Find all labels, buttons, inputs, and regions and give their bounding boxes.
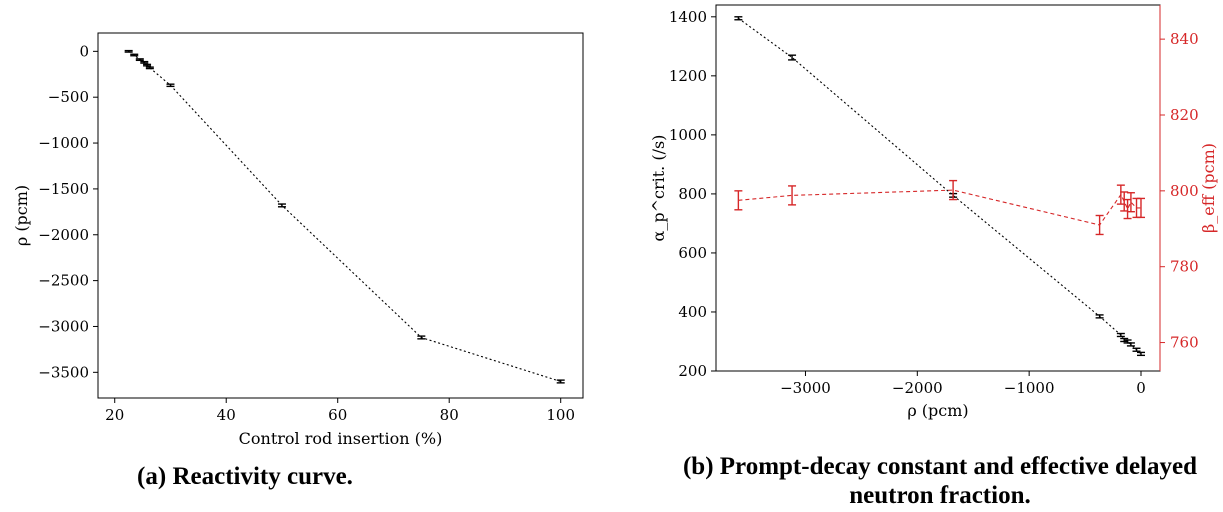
x-tick-label-a: 80	[440, 406, 459, 424]
y-tick-label-a: −1500	[38, 180, 89, 198]
y2-axis-label-b: β_eff (pcm)	[1199, 143, 1218, 233]
y2-tick-label-b: 840	[1170, 30, 1199, 48]
series-a-errorbar	[145, 66, 154, 70]
y-tick-label-a: −2500	[38, 272, 89, 290]
series-beta-line	[738, 189, 1141, 226]
plot-area-b	[715, 4, 1161, 372]
plot-area-a	[97, 32, 584, 399]
x-tick-label-b: 0	[1136, 379, 1146, 397]
y-tick-label-b: 1400	[669, 8, 707, 26]
series-a-errorbar	[417, 335, 426, 340]
y2-tick-label-b: 780	[1170, 258, 1199, 276]
y-tick-label-b: 400	[678, 303, 707, 321]
series-alpha-errorbar	[1116, 332, 1125, 338]
series-alpha-errorbar	[788, 54, 797, 61]
x-tick-label-b: −1000	[1004, 379, 1055, 397]
series-alpha-errorbar	[1126, 342, 1135, 347]
series-alpha-errorbar	[1095, 314, 1104, 319]
y-tick-label-a: −1000	[38, 134, 89, 152]
series-a-errorbar	[277, 203, 286, 208]
series-a-errorbar	[166, 83, 175, 88]
series-a-line	[128, 50, 561, 383]
x-tick-label-b: −3000	[780, 379, 831, 397]
series-a-errorbar	[130, 53, 139, 57]
x-tick-label-a: 20	[105, 406, 124, 424]
x-tick-label-a: 40	[217, 406, 236, 424]
y2-tick-label-b: 820	[1170, 106, 1199, 124]
series-beta-errorbar	[949, 179, 958, 201]
x-tick-label-a: 60	[328, 406, 347, 424]
y-tick-label-a: 0	[79, 42, 89, 60]
series-a-errorbar	[140, 60, 149, 64]
y-tick-label-a: −500	[48, 88, 89, 106]
x-tick-label-a: 100	[546, 406, 575, 424]
panel-a-reactivity-curve: 20 40 60 80 100 0 −500 −1000 −1500 −2000 −2500 −300…	[12, 32, 584, 448]
caption-a: (a) Reactivity curve.	[137, 463, 353, 490]
y-tick-label-b: 800	[678, 185, 707, 203]
series-beta-errorbar	[1095, 214, 1104, 236]
y-tick-label-a: −2000	[38, 226, 89, 244]
y-tick-label-b: 1200	[669, 67, 707, 85]
y-tick-label-b: 200	[678, 362, 707, 380]
y2-tick-label-b: 800	[1170, 182, 1199, 200]
y-tick-label-a: −3500	[38, 363, 89, 381]
series-alpha-line	[738, 17, 1142, 355]
series-beta-errorbar	[734, 190, 743, 211]
series-alpha-errorbar	[1136, 351, 1145, 357]
series-a-errorbar	[143, 63, 152, 67]
y-tick-label-a: −3000	[38, 317, 89, 335]
series-beta-errorbar	[788, 185, 797, 206]
y-tick-label-b: 1000	[669, 126, 707, 144]
y-tick-label-b: 600	[678, 244, 707, 262]
y-axis-label-a: ρ (pcm)	[12, 185, 31, 246]
panel-b-prompt-decay: −3000 −2000 −1000 0 200 400 600 800 1000 1200 1400…	[649, 4, 1218, 420]
x-axis-label-b: ρ (pcm)	[907, 401, 968, 420]
x-axis-label-a: Control rod insertion (%)	[239, 429, 443, 448]
series-alpha-errorbar	[734, 16, 743, 21]
series-a-errorbar	[135, 58, 144, 62]
series-a-errorbar	[124, 49, 133, 53]
series-beta-errorbar	[1126, 192, 1135, 213]
y-axis-label-b: α_p^crit. (/s)	[649, 135, 668, 242]
x-tick-label-b: −2000	[892, 379, 943, 397]
series-alpha-errorbar	[1132, 347, 1141, 352]
y2-tick-label-b: 760	[1170, 334, 1199, 352]
series-beta-errorbar	[1136, 197, 1145, 219]
caption-b: (b) Prompt-decay constant and effective …	[682, 453, 1198, 509]
series-a-errorbar	[556, 379, 565, 384]
